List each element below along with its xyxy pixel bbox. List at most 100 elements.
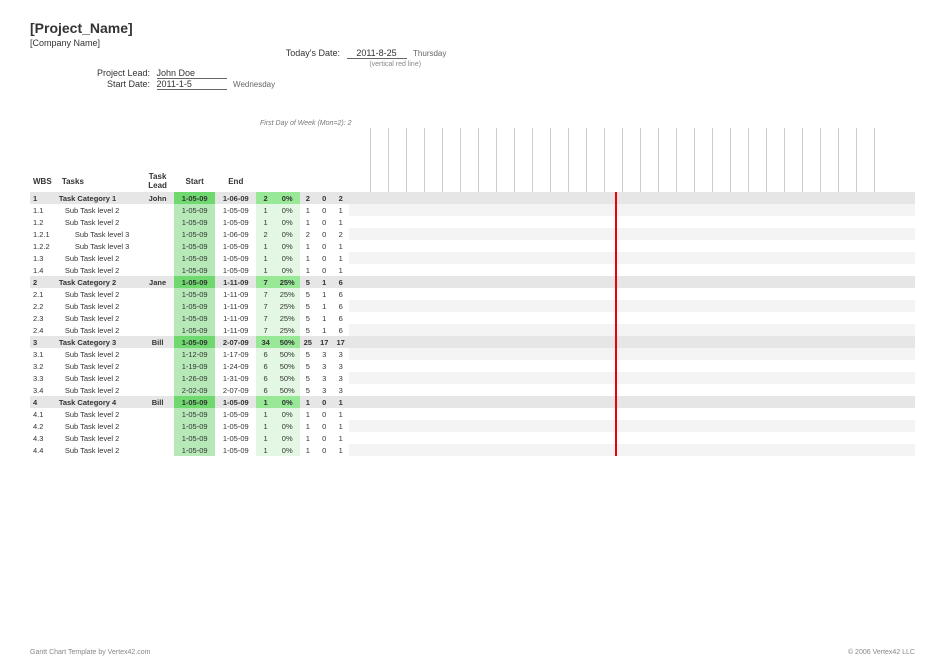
cell-b[interactable]: 3 (316, 348, 332, 360)
cell-a[interactable]: 5 (300, 276, 316, 288)
cell-b[interactable]: 0 (316, 396, 332, 408)
cell-c[interactable]: 6 (332, 324, 348, 336)
cell-pct[interactable]: 0% (275, 396, 300, 408)
cell-lead[interactable] (141, 240, 174, 252)
cell-wbs[interactable]: 1.4 (30, 264, 59, 276)
cell-c[interactable]: 17 (332, 336, 348, 348)
cell-c[interactable]: 3 (332, 360, 348, 372)
cell-b[interactable]: 3 (316, 360, 332, 372)
cell-b[interactable]: 0 (316, 204, 332, 216)
cell-b[interactable]: 1 (316, 324, 332, 336)
cell-pct[interactable]: 0% (275, 228, 300, 240)
cell-a[interactable]: 5 (300, 360, 316, 372)
cell-task[interactable]: Sub Task level 2 (59, 312, 141, 324)
cell-start[interactable]: 1-05-09 (174, 264, 215, 276)
cell-end[interactable]: 1-05-09 (215, 396, 256, 408)
cell-a[interactable]: 2 (300, 228, 316, 240)
cell-a[interactable]: 5 (300, 348, 316, 360)
cell-wbs[interactable]: 3.2 (30, 360, 59, 372)
cell-pct[interactable]: 50% (275, 360, 300, 372)
cell-start[interactable]: 1-05-09 (174, 336, 215, 348)
cell-end[interactable]: 1-05-09 (215, 264, 256, 276)
cell-a[interactable]: 25 (300, 336, 316, 348)
cell-pct[interactable]: 25% (275, 324, 300, 336)
cell-start[interactable]: 1-05-09 (174, 300, 215, 312)
cell-c[interactable]: 3 (332, 384, 348, 396)
cell-end[interactable]: 1-05-09 (215, 444, 256, 456)
cell-lead[interactable]: Jane (141, 276, 174, 288)
cell-pct[interactable]: 25% (275, 312, 300, 324)
cell-task[interactable]: Sub Task level 2 (59, 348, 141, 360)
cell-start[interactable]: 1-05-09 (174, 288, 215, 300)
cell-task[interactable]: Task Category 2 (59, 276, 141, 288)
cell-b[interactable]: 1 (316, 312, 332, 324)
cell-pct[interactable]: 0% (275, 432, 300, 444)
cell-start[interactable]: 1-05-09 (174, 444, 215, 456)
cell-task[interactable]: Sub Task level 3 (59, 228, 141, 240)
cell-end[interactable]: 1-17-09 (215, 348, 256, 360)
cell-dur[interactable]: 7 (256, 324, 275, 336)
cell-start[interactable]: 1-05-09 (174, 252, 215, 264)
cell-b[interactable]: 0 (316, 408, 332, 420)
cell-pct[interactable]: 0% (275, 444, 300, 456)
cell-wbs[interactable]: 1.2.1 (30, 228, 59, 240)
cell-c[interactable]: 6 (332, 312, 348, 324)
cell-b[interactable]: 17 (316, 336, 332, 348)
cell-task[interactable]: Sub Task level 2 (59, 408, 141, 420)
cell-end[interactable]: 1-24-09 (215, 360, 256, 372)
cell-wbs[interactable]: 4.1 (30, 408, 59, 420)
cell-a[interactable]: 1 (300, 396, 316, 408)
cell-c[interactable]: 1 (332, 432, 348, 444)
cell-dur[interactable]: 1 (256, 204, 275, 216)
cell-end[interactable]: 1-05-09 (215, 216, 256, 228)
cell-dur[interactable]: 1 (256, 444, 275, 456)
cell-task[interactable]: Sub Task level 2 (59, 204, 141, 216)
cell-a[interactable]: 1 (300, 432, 316, 444)
cell-b[interactable]: 0 (316, 192, 332, 204)
cell-a[interactable]: 1 (300, 216, 316, 228)
cell-start[interactable]: 1-26-09 (174, 372, 215, 384)
cell-end[interactable]: 2-07-09 (215, 384, 256, 396)
cell-task[interactable]: Task Category 1 (59, 192, 141, 204)
cell-b[interactable]: 0 (316, 240, 332, 252)
cell-wbs[interactable]: 2 (30, 276, 59, 288)
cell-lead[interactable] (141, 288, 174, 300)
cell-wbs[interactable]: 3 (30, 336, 59, 348)
cell-task[interactable]: Sub Task level 2 (59, 288, 141, 300)
cell-pct[interactable]: 0% (275, 252, 300, 264)
cell-c[interactable]: 3 (332, 372, 348, 384)
cell-wbs[interactable]: 2.1 (30, 288, 59, 300)
cell-lead[interactable] (141, 252, 174, 264)
cell-pct[interactable]: 0% (275, 204, 300, 216)
cell-dur[interactable]: 7 (256, 300, 275, 312)
cell-wbs[interactable]: 4.2 (30, 420, 59, 432)
cell-wbs[interactable]: 2.4 (30, 324, 59, 336)
cell-wbs[interactable]: 1 (30, 192, 59, 204)
cell-start[interactable]: 1-12-09 (174, 348, 215, 360)
cell-a[interactable]: 2 (300, 192, 316, 204)
cell-wbs[interactable]: 3.4 (30, 384, 59, 396)
cell-lead[interactable] (141, 216, 174, 228)
cell-a[interactable]: 5 (300, 372, 316, 384)
cell-end[interactable]: 1-31-09 (215, 372, 256, 384)
cell-wbs[interactable]: 2.3 (30, 312, 59, 324)
cell-dur[interactable]: 34 (256, 336, 275, 348)
cell-a[interactable]: 1 (300, 264, 316, 276)
cell-dur[interactable]: 7 (256, 312, 275, 324)
cell-task[interactable]: Task Category 3 (59, 336, 141, 348)
cell-task[interactable]: Sub Task level 2 (59, 216, 141, 228)
cell-a[interactable]: 1 (300, 204, 316, 216)
cell-a[interactable]: 5 (300, 324, 316, 336)
cell-lead[interactable] (141, 432, 174, 444)
cell-dur[interactable]: 6 (256, 384, 275, 396)
cell-dur[interactable]: 1 (256, 216, 275, 228)
cell-b[interactable]: 0 (316, 432, 332, 444)
cell-dur[interactable]: 6 (256, 372, 275, 384)
cell-dur[interactable]: 1 (256, 420, 275, 432)
cell-c[interactable]: 2 (332, 192, 348, 204)
cell-pct[interactable]: 50% (275, 384, 300, 396)
cell-pct[interactable]: 50% (275, 372, 300, 384)
cell-pct[interactable]: 0% (275, 216, 300, 228)
cell-b[interactable]: 3 (316, 384, 332, 396)
cell-start[interactable]: 1-05-09 (174, 324, 215, 336)
